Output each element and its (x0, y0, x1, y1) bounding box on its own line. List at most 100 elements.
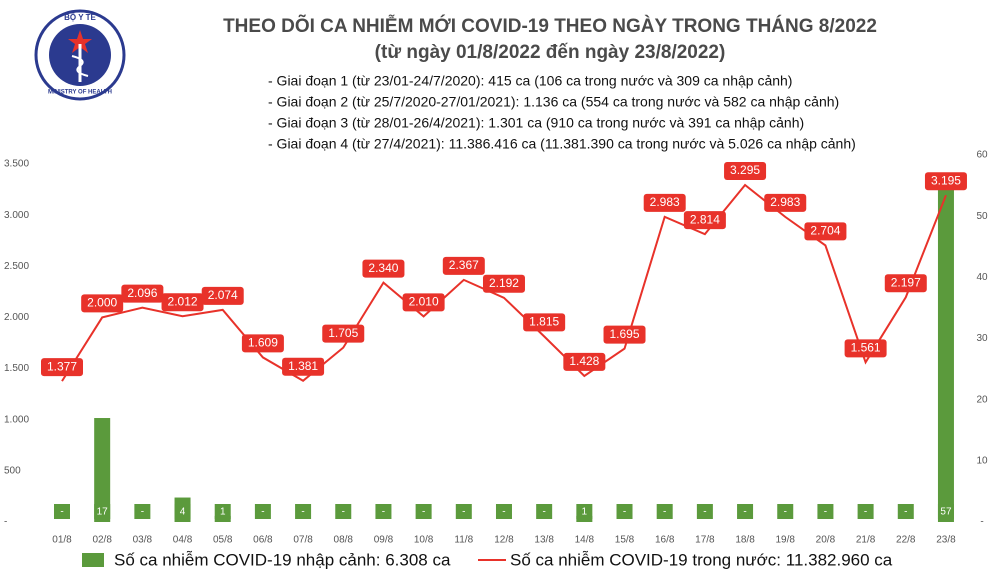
bar-label-box (696, 504, 713, 519)
value-label-box (362, 259, 405, 278)
x-tick-label: 01/8 (52, 535, 72, 546)
bar-label: - (663, 507, 666, 518)
value-label: 2.197 (891, 275, 921, 289)
value-label: 2.074 (208, 288, 238, 302)
x-tick-label: 12/8 (494, 535, 514, 546)
bar-label: 57 (940, 507, 952, 518)
note: - Giai đoạn 4 (từ 27/4/2021): 11.386.416… (268, 136, 856, 152)
bar-label: - (141, 507, 144, 518)
bar-label-box (737, 504, 754, 519)
y-tick-label: 2.500 (4, 261, 29, 272)
bar-label-box (817, 504, 834, 519)
bar-label: 17 (97, 507, 109, 518)
y-tick-label: 500 (4, 465, 21, 476)
value-label: 2.367 (449, 258, 479, 272)
note: - Giai đoạn 2 (từ 25/7/2020-27/01/2021):… (268, 94, 839, 110)
value-label-box (121, 284, 164, 303)
y2-tick-label: 60 (976, 150, 988, 161)
value-label-box (603, 325, 646, 344)
y2-tick-label: 10 (976, 455, 988, 466)
value-label-box (81, 294, 124, 313)
value-label-box (884, 274, 927, 293)
value-label: 1.377 (47, 359, 77, 373)
note: - Giai đoạn 3 (từ 28/01-26/4/2021): 1.30… (268, 115, 804, 131)
value-label: 2.010 (409, 295, 439, 309)
bar-label: - (422, 507, 425, 518)
x-tick-label: 14/8 (575, 535, 595, 546)
chart-subtitle: (từ ngày 01/8/2022 đến ngày 23/8/2022) (375, 42, 726, 63)
chart-title: THEO DÕI CA NHIỄM MỚI COVID-19 THEO NGÀY… (223, 15, 877, 37)
bar-label-box (375, 504, 392, 519)
bar-label-box (656, 504, 673, 519)
bar-label-box (335, 504, 352, 519)
y2-tick-label: - (980, 517, 983, 528)
line (61, 183, 947, 382)
bar-label: - (904, 507, 907, 518)
x-tick-label: 10/8 (414, 535, 434, 546)
bar-label-box (54, 504, 70, 519)
value-label: 2.192 (489, 276, 519, 290)
bar-label-box (94, 504, 111, 519)
bar-label: - (542, 507, 545, 518)
bar-label: - (382, 507, 385, 518)
value-label-box (724, 161, 767, 180)
x-tick-label: 02/8 (92, 535, 112, 546)
bar-label: - (502, 507, 505, 518)
x-tick-label: 11/8 (454, 535, 473, 546)
y-tick-label: 1.500 (4, 363, 29, 374)
value-label: 2.983 (650, 195, 680, 209)
x-tick-label: 23/8 (936, 535, 956, 546)
value-label-box (683, 211, 726, 230)
value-label-box (482, 274, 525, 293)
bar-label: - (462, 507, 465, 518)
bar (94, 418, 111, 522)
bar-label: - (60, 507, 63, 518)
x-tick-label: 15/8 (615, 535, 635, 546)
bar-label-box (495, 504, 512, 519)
bar-label-box (214, 504, 231, 519)
legend-swatch (82, 553, 104, 567)
value-label-box (402, 293, 445, 312)
x-tick-label: 22/8 (896, 535, 916, 546)
value-label-box (643, 193, 686, 212)
value-label: 2.096 (127, 286, 157, 300)
bar-label-box (897, 504, 914, 519)
x-tick-label: 04/8 (173, 535, 193, 546)
value-label-box (804, 222, 847, 241)
value-label-box (282, 357, 325, 376)
bar-label: - (703, 507, 706, 518)
bar-label: 1 (582, 507, 588, 518)
legend-label: Số ca nhiễm COVID-19 trong nước: 11.382.… (510, 550, 893, 569)
y-tick-label: 3.000 (4, 210, 29, 221)
x-tick-label: 18/8 (735, 535, 755, 546)
x-tick-label: 06/8 (253, 535, 273, 546)
bar-label-box (455, 504, 472, 519)
value-label: 2.814 (690, 212, 720, 226)
x-tick-label: 16/8 (655, 535, 675, 546)
value-label-box (523, 313, 566, 332)
bar-label: - (743, 507, 746, 518)
bar-label-box (857, 504, 874, 519)
y-tick-label: 3.500 (4, 159, 29, 170)
legend-label: Số ca nhiễm COVID-19 nhập cảnh: 6.308 ca (114, 550, 451, 569)
value-label: 1.815 (529, 315, 559, 329)
bar-label: - (261, 507, 264, 518)
bar-label: - (623, 507, 626, 518)
value-label-box (161, 293, 204, 312)
y-tick-label: - (4, 517, 7, 528)
bar-label: - (824, 507, 827, 518)
logo-top: BỘ Y TẾ (64, 12, 96, 22)
y-tick-label: 2.000 (4, 312, 29, 323)
value-label: 1.695 (610, 327, 640, 341)
bar-label-box (174, 504, 191, 519)
bar-label-box (576, 504, 593, 519)
x-tick-label: 20/8 (816, 535, 836, 546)
value-label: 2.340 (368, 261, 398, 275)
x-tick-label: 05/8 (213, 535, 233, 546)
value-label-box (442, 256, 485, 275)
bar-label-box (415, 504, 432, 519)
y2-tick-label: 40 (976, 272, 988, 283)
value-label: 2.983 (770, 195, 800, 209)
x-tick-label: 07/8 (293, 535, 313, 546)
